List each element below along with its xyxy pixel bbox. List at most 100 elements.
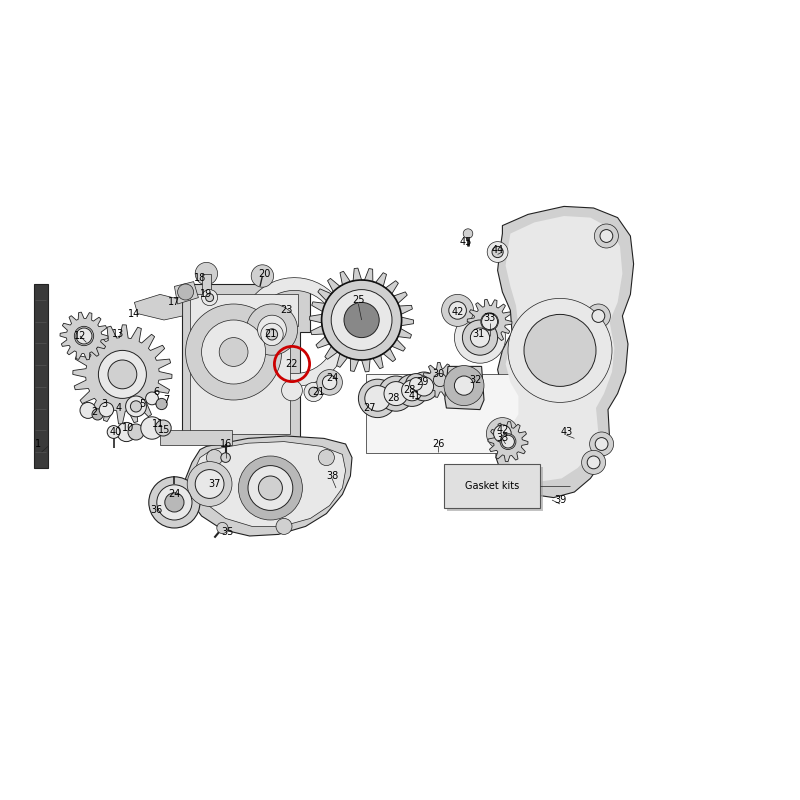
Circle shape: [481, 313, 498, 330]
Polygon shape: [190, 294, 298, 434]
Circle shape: [454, 376, 474, 395]
Circle shape: [508, 298, 612, 402]
Circle shape: [80, 402, 96, 418]
Circle shape: [592, 310, 605, 322]
Circle shape: [587, 456, 600, 469]
Text: Gasket kits: Gasket kits: [465, 481, 519, 491]
Text: 29: 29: [416, 378, 429, 387]
Text: 21: 21: [264, 330, 277, 339]
Circle shape: [74, 326, 94, 346]
Circle shape: [258, 315, 286, 344]
Polygon shape: [488, 422, 528, 462]
Circle shape: [304, 382, 323, 402]
Circle shape: [282, 380, 302, 401]
Circle shape: [108, 360, 137, 389]
Circle shape: [149, 477, 200, 528]
Circle shape: [492, 246, 503, 258]
Text: 14: 14: [128, 309, 141, 318]
Circle shape: [318, 450, 334, 466]
Circle shape: [99, 402, 114, 417]
Circle shape: [595, 438, 608, 450]
Circle shape: [502, 435, 514, 448]
Circle shape: [202, 290, 218, 306]
Text: 37: 37: [208, 479, 221, 489]
Circle shape: [600, 230, 613, 242]
Circle shape: [98, 350, 146, 398]
Text: 26: 26: [432, 439, 445, 449]
Circle shape: [358, 379, 397, 418]
Text: 18: 18: [194, 274, 206, 283]
Text: 12: 12: [74, 331, 86, 341]
Circle shape: [524, 314, 596, 386]
Text: 43: 43: [560, 427, 573, 437]
Circle shape: [494, 425, 511, 442]
Text: 4: 4: [115, 403, 122, 413]
Circle shape: [128, 424, 144, 440]
Circle shape: [322, 375, 337, 390]
Text: 28: 28: [403, 386, 416, 395]
Circle shape: [487, 242, 508, 262]
Circle shape: [470, 328, 490, 347]
Circle shape: [155, 420, 171, 436]
Text: 2: 2: [91, 407, 98, 417]
Circle shape: [331, 290, 392, 350]
Text: 6: 6: [153, 387, 159, 397]
Circle shape: [219, 338, 248, 366]
Circle shape: [384, 382, 408, 406]
Circle shape: [594, 224, 618, 248]
Circle shape: [442, 294, 474, 326]
Polygon shape: [240, 278, 346, 386]
Circle shape: [178, 284, 194, 300]
Circle shape: [248, 466, 293, 510]
Text: 16: 16: [219, 439, 232, 449]
Polygon shape: [496, 206, 634, 498]
Text: 36: 36: [150, 506, 162, 515]
Circle shape: [258, 476, 282, 500]
Text: 20: 20: [258, 269, 270, 278]
Text: 40: 40: [110, 427, 122, 437]
Circle shape: [482, 314, 498, 330]
Circle shape: [141, 417, 163, 439]
Polygon shape: [60, 312, 108, 360]
Circle shape: [410, 378, 422, 390]
Circle shape: [146, 392, 158, 405]
Text: 3: 3: [101, 399, 107, 409]
Circle shape: [586, 304, 610, 328]
Circle shape: [344, 302, 379, 338]
Text: 32: 32: [470, 375, 482, 385]
Text: 5: 5: [139, 399, 146, 409]
Circle shape: [396, 374, 428, 406]
Circle shape: [195, 262, 218, 285]
Circle shape: [76, 328, 92, 344]
Circle shape: [463, 229, 473, 238]
Text: 10: 10: [122, 423, 134, 433]
Circle shape: [206, 450, 222, 466]
Circle shape: [117, 422, 136, 442]
Polygon shape: [194, 442, 346, 526]
Text: 15: 15: [158, 426, 170, 435]
Circle shape: [130, 401, 142, 412]
Text: 24: 24: [168, 490, 181, 499]
Bar: [160, 430, 232, 445]
Polygon shape: [174, 282, 198, 304]
Polygon shape: [186, 436, 352, 536]
Circle shape: [340, 298, 384, 342]
Circle shape: [414, 377, 434, 396]
Text: 11: 11: [152, 419, 165, 429]
Polygon shape: [182, 284, 310, 444]
Text: 42: 42: [451, 307, 464, 317]
FancyBboxPatch shape: [444, 464, 540, 508]
Text: 13: 13: [112, 330, 125, 339]
Circle shape: [238, 456, 302, 520]
Circle shape: [454, 312, 506, 363]
Polygon shape: [445, 366, 484, 410]
Circle shape: [410, 372, 438, 401]
Circle shape: [462, 320, 498, 355]
Circle shape: [365, 386, 390, 411]
Polygon shape: [506, 216, 622, 482]
Circle shape: [102, 354, 142, 394]
Circle shape: [486, 418, 518, 450]
Text: 22: 22: [286, 359, 298, 369]
Text: 17: 17: [168, 298, 181, 307]
Circle shape: [165, 493, 184, 512]
